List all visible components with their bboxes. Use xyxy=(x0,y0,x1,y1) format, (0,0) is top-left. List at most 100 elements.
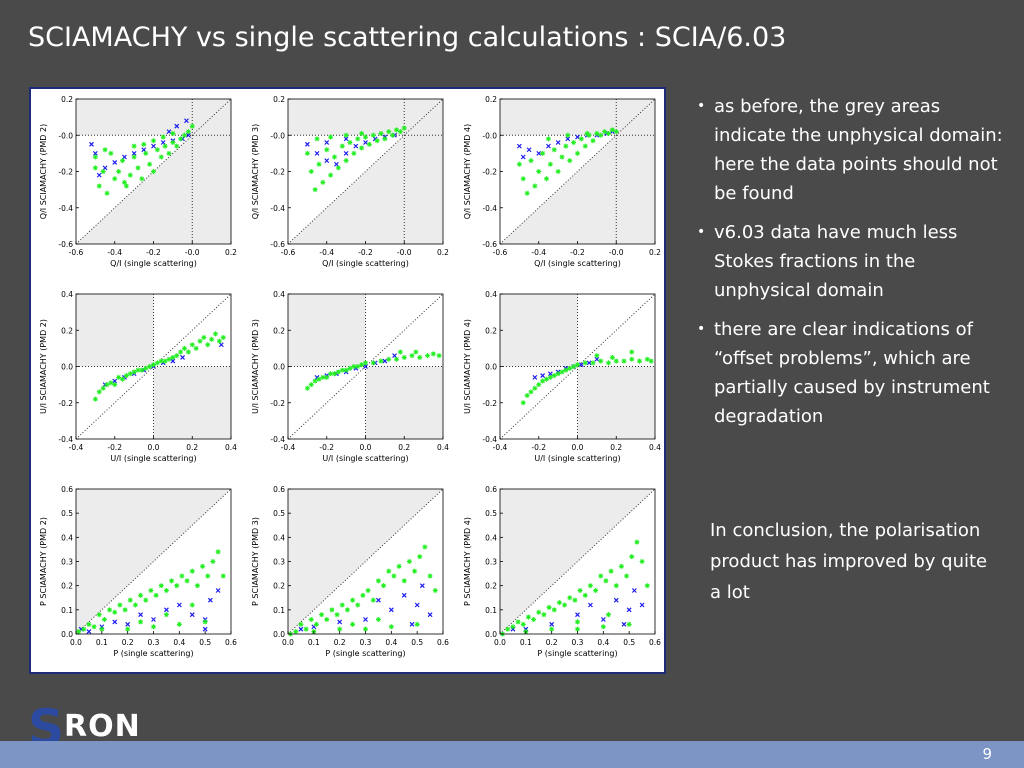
data-point-green xyxy=(116,374,122,380)
x-axis-label: P (single scattering) xyxy=(113,649,193,658)
data-point-green xyxy=(220,335,226,340)
data-point-green xyxy=(335,165,341,171)
data-point-green xyxy=(594,130,600,136)
data-point-green xyxy=(425,353,430,359)
data-point-green xyxy=(370,360,376,366)
data-point-green xyxy=(559,154,565,160)
data-point-green xyxy=(81,626,87,632)
x-tick-label: 0.2 xyxy=(546,638,558,647)
data-point-blue xyxy=(631,588,637,593)
x-tick-label: 0.2 xyxy=(334,638,346,647)
y-tick-label: 0.2 xyxy=(485,326,497,335)
data-point-blue xyxy=(575,134,580,140)
data-point-green xyxy=(132,602,138,608)
data-point-green xyxy=(143,150,149,156)
data-point-green xyxy=(598,132,604,138)
data-point-green xyxy=(602,129,608,135)
data-point-green xyxy=(135,165,141,171)
data-point-green xyxy=(413,349,419,355)
data-point-green xyxy=(123,373,129,379)
data-point-green xyxy=(388,624,394,630)
x-tick-label: 0.4 xyxy=(173,638,185,647)
data-point-green xyxy=(151,138,156,144)
data-point-green xyxy=(536,169,542,174)
data-point-blue xyxy=(363,140,368,145)
data-point-green xyxy=(107,607,113,613)
data-point-green xyxy=(148,588,154,593)
x-axis-label: U/I (single scattering) xyxy=(534,454,620,463)
data-point-green xyxy=(551,607,557,613)
data-point-green xyxy=(120,376,125,382)
y-tick-label: 0.0 xyxy=(61,363,73,372)
data-point-green xyxy=(138,619,144,625)
y-tick-label: 0.6 xyxy=(485,485,497,494)
data-point-green xyxy=(92,396,98,402)
data-point-green xyxy=(116,169,122,174)
data-point-green xyxy=(363,134,368,140)
x-tick-label: 0.0 xyxy=(148,443,160,452)
data-point-green xyxy=(606,612,611,618)
data-point-green xyxy=(174,583,180,589)
x-tick-label: 0.0 xyxy=(360,443,372,452)
data-point-green xyxy=(127,172,133,178)
data-point-green xyxy=(343,132,349,138)
x-axis-label: Q/I (single scattering) xyxy=(110,259,197,268)
y-tick-label: 0.2 xyxy=(61,95,73,104)
x-tick-label: 0.4 xyxy=(649,443,661,452)
data-point-green xyxy=(194,583,200,589)
chart-p-pmd2: 0.0 0.1 0.2 0.3 0.4 0.5 0.6 0.0 0.1 0.2 0.3 0.4 0.5 0… xyxy=(39,485,237,658)
data-point-blue xyxy=(207,597,213,603)
y-tick-label: 0.2 xyxy=(485,582,497,591)
data-point-green xyxy=(324,374,330,380)
data-point-green xyxy=(200,563,206,569)
data-point-blue xyxy=(176,602,182,608)
data-point-green xyxy=(551,147,557,153)
data-point-green xyxy=(567,158,573,164)
data-point-green xyxy=(394,356,399,362)
data-point-green xyxy=(344,607,350,613)
chart-u-pmd2: -0.4 -0.2 0.0 0.2 0.4 -0.4 -0.2 0.0 0.2 0.4 U/I (s… xyxy=(39,290,237,463)
scatter-figure-panel: -0.6 -0.4 -0.2 -0.0 0.2 -0.6 -0.4 -0.2 -0.0 0.2 Q/… xyxy=(29,87,666,674)
x-tick-label: -0.2 xyxy=(358,248,373,257)
data-point-green xyxy=(351,364,357,369)
y-tick-label: 0.4 xyxy=(61,533,73,542)
data-point-green xyxy=(303,626,309,632)
data-point-blue xyxy=(112,160,118,165)
data-point-green xyxy=(308,617,314,622)
data-point-green xyxy=(520,400,526,406)
data-point-green xyxy=(587,583,593,589)
data-point-green xyxy=(320,179,326,185)
bullet-item: • as before, the grey areas indicate the … xyxy=(690,92,1005,208)
data-point-green xyxy=(131,154,137,160)
data-point-green xyxy=(213,331,218,337)
y-tick-label: -0.0 xyxy=(482,131,497,140)
data-point-green xyxy=(101,617,107,622)
data-point-green xyxy=(593,588,599,593)
data-point-blue xyxy=(419,583,425,589)
data-point-green xyxy=(178,349,184,355)
data-point-green xyxy=(386,356,392,362)
x-tick-label: -0.4 xyxy=(107,248,122,257)
data-point-green xyxy=(544,376,549,382)
data-point-green xyxy=(202,619,208,625)
data-point-green xyxy=(634,539,640,545)
y-tick-label: 0.4 xyxy=(61,290,73,299)
data-point-blue xyxy=(565,136,571,142)
y-tick-label: 0.3 xyxy=(273,558,285,567)
data-point-green xyxy=(316,376,322,382)
x-tick-label: 0.5 xyxy=(623,638,635,647)
data-point-blue xyxy=(151,617,156,622)
data-point-green xyxy=(120,158,125,164)
unphysical-region xyxy=(500,294,578,367)
data-point-blue xyxy=(343,150,349,156)
data-point-green xyxy=(586,132,592,138)
data-point-green xyxy=(96,183,102,189)
x-tick-label: -0.2 xyxy=(570,248,585,257)
data-point-green xyxy=(91,624,97,630)
bullet-list: • as before, the grey areas indicate the … xyxy=(690,92,1005,441)
page-number: 9 xyxy=(982,745,992,763)
data-point-blue xyxy=(170,358,176,364)
x-tick-label: 0.0 xyxy=(494,638,506,647)
y-tick-label: 0.6 xyxy=(61,485,73,494)
data-point-green xyxy=(629,356,635,362)
